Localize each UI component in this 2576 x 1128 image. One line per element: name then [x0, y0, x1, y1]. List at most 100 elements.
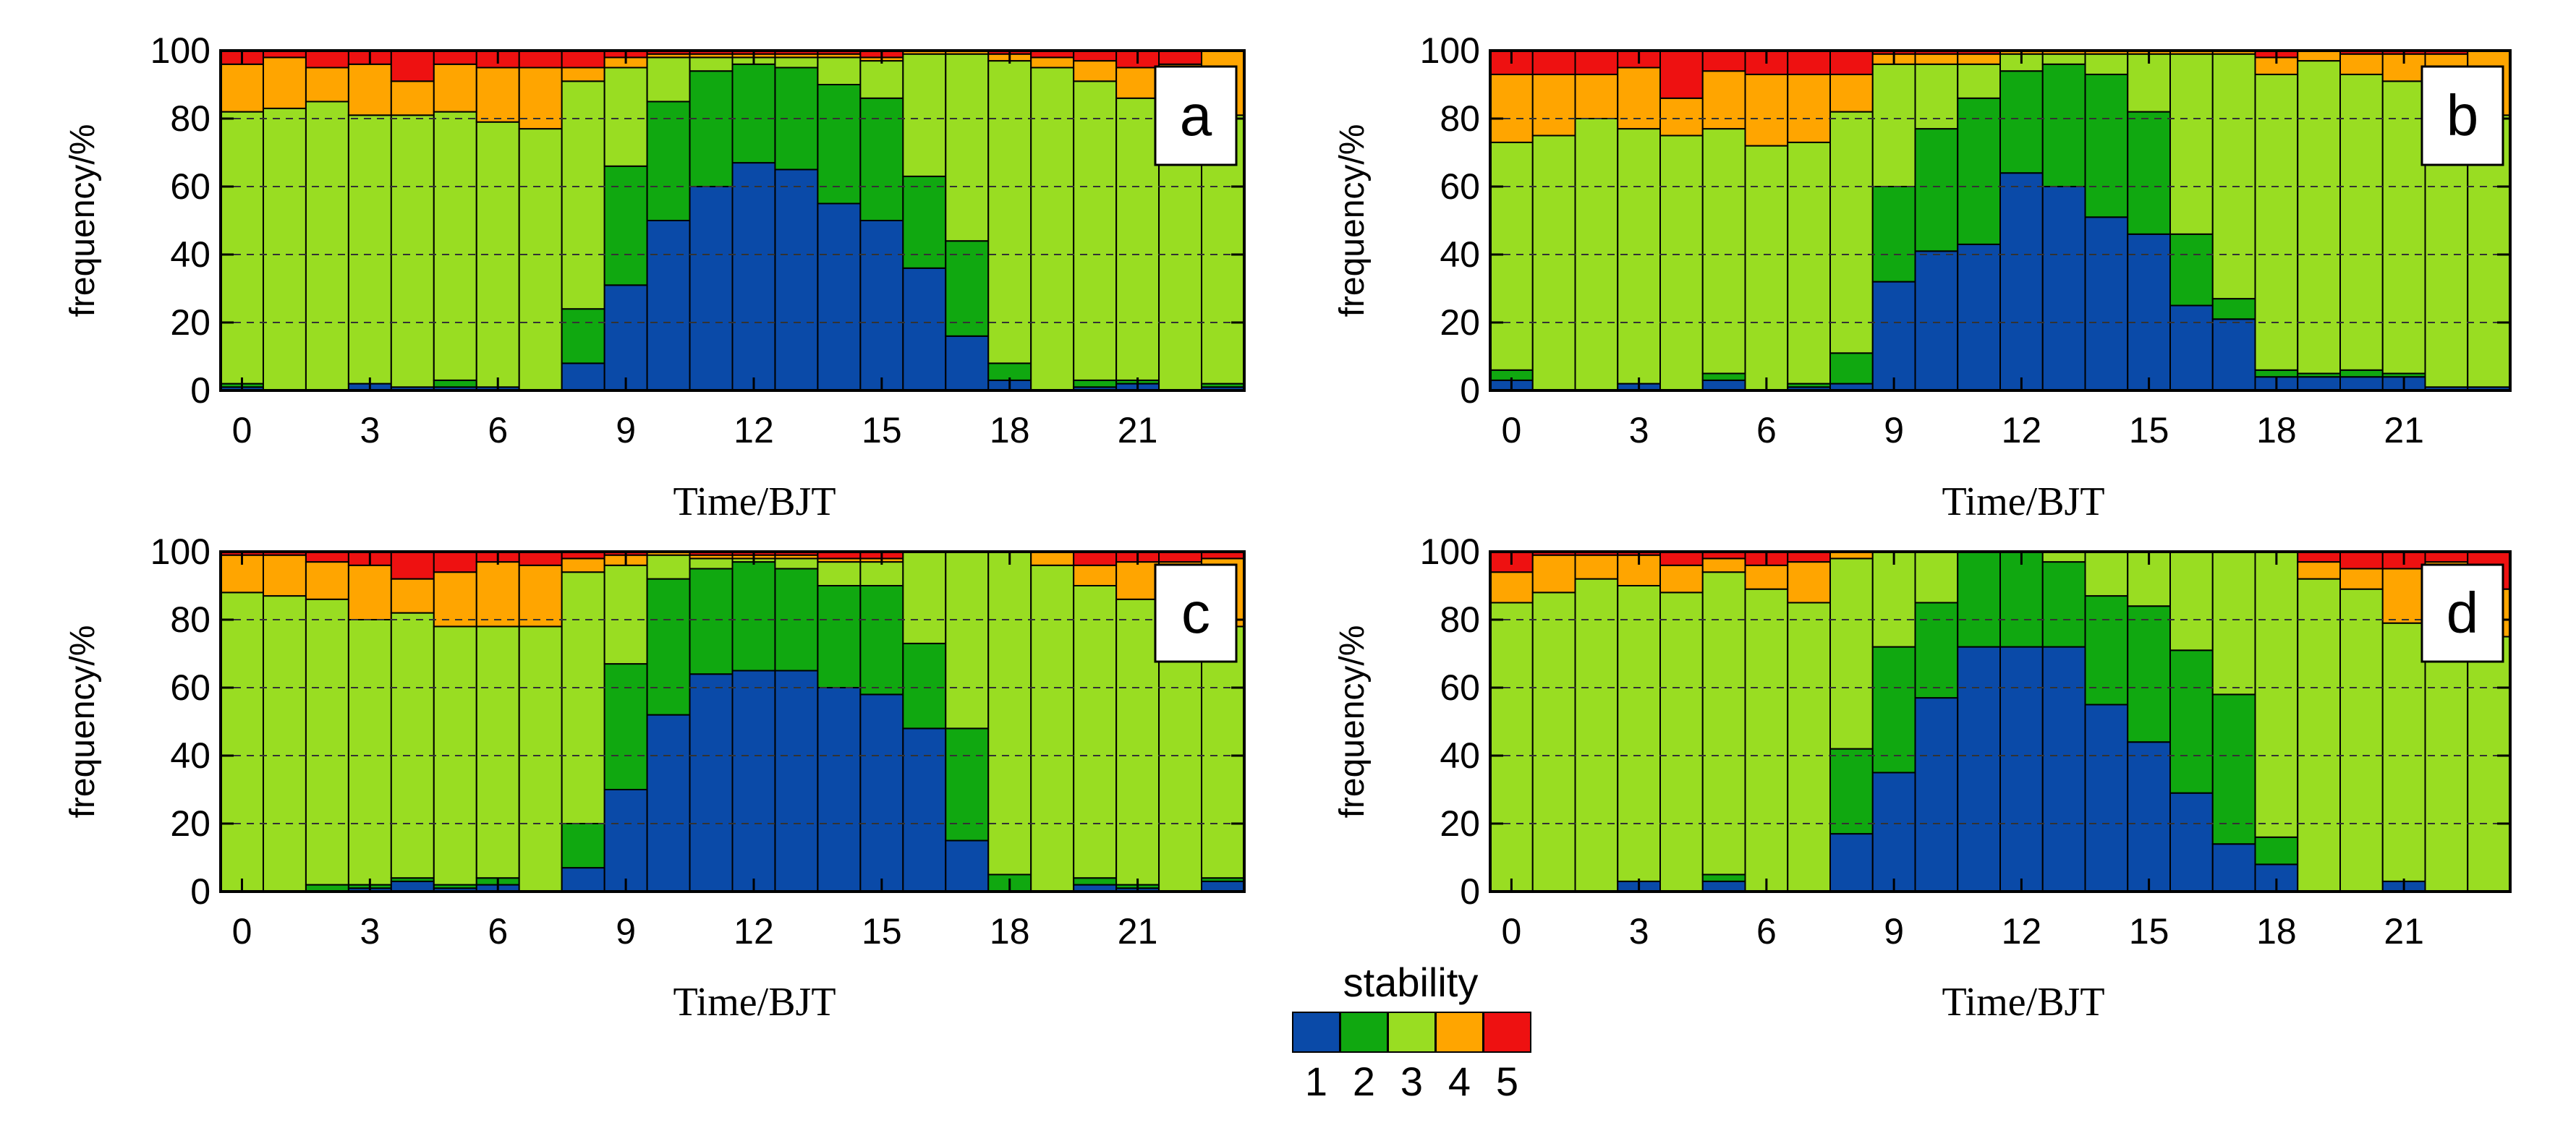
bar-segment-stability-1-hour-14 [2084, 704, 2129, 892]
x-tick-label: 9 [1884, 911, 1904, 952]
bar-segment-stability-3-hour-21 [2381, 622, 2426, 882]
bar-segment-stability-3-hour-13 [774, 557, 819, 570]
legend-label-1: 1 [1305, 1059, 1327, 1104]
bar-segment-stability-3-hour-15 [859, 60, 904, 99]
legend-label-3: 3 [1400, 1059, 1423, 1104]
panel-label: a [1180, 83, 1212, 148]
bar-segment-stability-2-hour-5 [1701, 873, 1746, 882]
bar-segment-stability-1-hour-13 [774, 168, 819, 391]
bar-segment-stability-3-hour-14 [817, 56, 862, 85]
x-tick-label: 21 [1118, 410, 1158, 450]
bar-segment-stability-1-hour-4 [390, 880, 435, 893]
bar-segment-stability-3-hour-8 [1829, 111, 1874, 354]
bar-segment-stability-2-hour-12 [1999, 551, 2044, 648]
bar-segment-stability-3-hour-8 [1829, 557, 1874, 750]
panel-label: b [2447, 83, 2479, 148]
bar-segment-stability-5-hour-5 [433, 551, 477, 573]
bar-segment-stability-3-hour-4 [1659, 591, 1704, 893]
legend-swatch-1 [1292, 1012, 1340, 1053]
bar-segment-stability-3-hour-0 [220, 591, 264, 893]
x-axis-label: Time/BJT [673, 980, 836, 1025]
bar-segment-stability-4-hour-19 [2297, 50, 2341, 62]
bar-segment-stability-2-hour-20 [1073, 379, 1118, 388]
x-tick-label: 0 [1501, 410, 1521, 450]
bar-segment-stability-3-hour-18 [2254, 551, 2299, 838]
bar-segment-stability-4-hour-21 [1115, 67, 1160, 99]
bar-segment-stability-5-hour-2 [1574, 50, 1619, 75]
y-tick-label: 40 [170, 234, 211, 275]
bar-segment-stability-5-hour-4 [1659, 551, 1704, 566]
bar-segment-stability-3-hour-3 [347, 114, 392, 385]
bar-segment-stability-3-hour-2 [305, 598, 349, 886]
bar-segment-stability-1-hour-23 [1201, 880, 1246, 893]
panel-b: 0 20 40 60 80 100 0 3 6 9 12 15 18 21 frequency/% Time/… [1333, 30, 2512, 524]
bar-segment-stability-4-hour-5 [433, 571, 477, 628]
bar-segment-stability-3-hour-2 [305, 101, 349, 391]
bar-segment-stability-5-hour-1 [1531, 50, 1576, 75]
bar-segment-stability-2-hour-5 [433, 379, 477, 388]
bar-segment-stability-1-hour-10 [646, 714, 691, 892]
x-tick-label: 3 [360, 911, 380, 952]
bar-segment-stability-1-hour-5 [1701, 880, 1746, 893]
bar-segment-stability-3-hour-1 [262, 107, 307, 391]
bar-segment-stability-5-hour-2 [305, 551, 349, 563]
legend-title: stability [1343, 960, 1479, 1005]
y-tick-label: 40 [1440, 234, 1480, 275]
bar-segment-stability-3-hour-4 [390, 114, 435, 388]
x-tick-label: 18 [990, 911, 1030, 952]
bar-segment-stability-1-hour-19 [2297, 376, 2341, 392]
x-axis-label: Time/BJT [1942, 479, 2104, 524]
bar-segment-stability-3-hour-21 [2381, 80, 2426, 375]
bar-segment-stability-1-hour-13 [774, 670, 819, 892]
bar-segment-stability-3-hour-4 [390, 612, 435, 879]
bar-segment-stability-1-hour-12 [731, 670, 776, 892]
bar-segment-stability-4-hour-5 [433, 63, 477, 113]
bar-segment-stability-4-hour-0 [220, 63, 264, 113]
bar-segment-stability-4-hour-3 [347, 564, 392, 620]
bar-segment-stability-2-hour-12 [731, 63, 776, 164]
bar-segment-stability-4-hour-7 [518, 67, 563, 130]
bar-segment-stability-1-hour-11 [689, 673, 734, 892]
bar-segment-stability-4-hour-8 [561, 67, 605, 82]
bar-segment-stability-2-hour-9 [603, 165, 648, 286]
bar-segment-stability-5-hour-20 [1073, 551, 1118, 566]
bar-segment-stability-5-hour-20 [2339, 551, 2384, 570]
bar-segment-stability-5-hour-7 [1787, 50, 1831, 75]
bar-segment-stability-1-hour-10 [1914, 697, 1959, 892]
bar-segment-stability-1-hour-15 [2127, 233, 2171, 391]
x-tick-label: 12 [2002, 911, 2042, 952]
bar-segment-stability-3-hour-9 [1871, 551, 1916, 648]
bar-segment-stability-1-hour-11 [689, 186, 734, 391]
bar-segment-stability-2-hour-16 [902, 175, 947, 269]
panel-label-box [1154, 65, 1238, 166]
x-tick-label: 21 [2384, 911, 2424, 952]
legend-swatch-2 [1340, 1012, 1388, 1053]
bar-segment-stability-2-hour-15 [859, 97, 904, 221]
bar-segment-stability-3-hour-11 [1957, 63, 2001, 99]
bar-segment-stability-2-hour-18 [2254, 836, 2299, 866]
bar-segment-stability-1-hour-9 [603, 789, 648, 892]
x-tick-label: 3 [1629, 410, 1649, 450]
bar-segment-stability-3-hour-6 [1744, 588, 1789, 892]
y-tick-label: 100 [150, 531, 211, 572]
bar-segment-stability-3-hour-10 [646, 56, 691, 103]
bar-segment-stability-3-hour-10 [1914, 551, 1959, 604]
bar-segment-stability-3-hour-17 [945, 53, 990, 242]
bar-segment-stability-3-hour-18 [2254, 73, 2299, 371]
bar-segment-stability-4-hour-1 [262, 554, 307, 597]
bar-segment-stability-4-hour-8 [561, 557, 605, 573]
legend-swatch-5 [1483, 1012, 1531, 1053]
panel-a: 0 20 40 60 80 100 0 3 6 9 12 15 18 21 frequency/% Time/… [64, 30, 1246, 524]
legend-swatch-4 [1435, 1012, 1484, 1053]
bar-segment-stability-3-hour-18 [987, 60, 1032, 364]
bar-segment-stability-2-hour-5 [1701, 372, 1746, 381]
bar-segment-stability-2-hour-16 [2169, 233, 2214, 307]
bar-segment-stability-4-hour-0 [1489, 73, 1534, 143]
y-tick-label: 20 [170, 302, 211, 343]
bar-segment-stability-3-hour-16 [2169, 551, 2214, 651]
bar-segment-stability-4-hour-0 [1489, 571, 1534, 604]
x-tick-label: 12 [2002, 410, 2042, 450]
bar-segment-stability-3-hour-13 [774, 56, 819, 69]
